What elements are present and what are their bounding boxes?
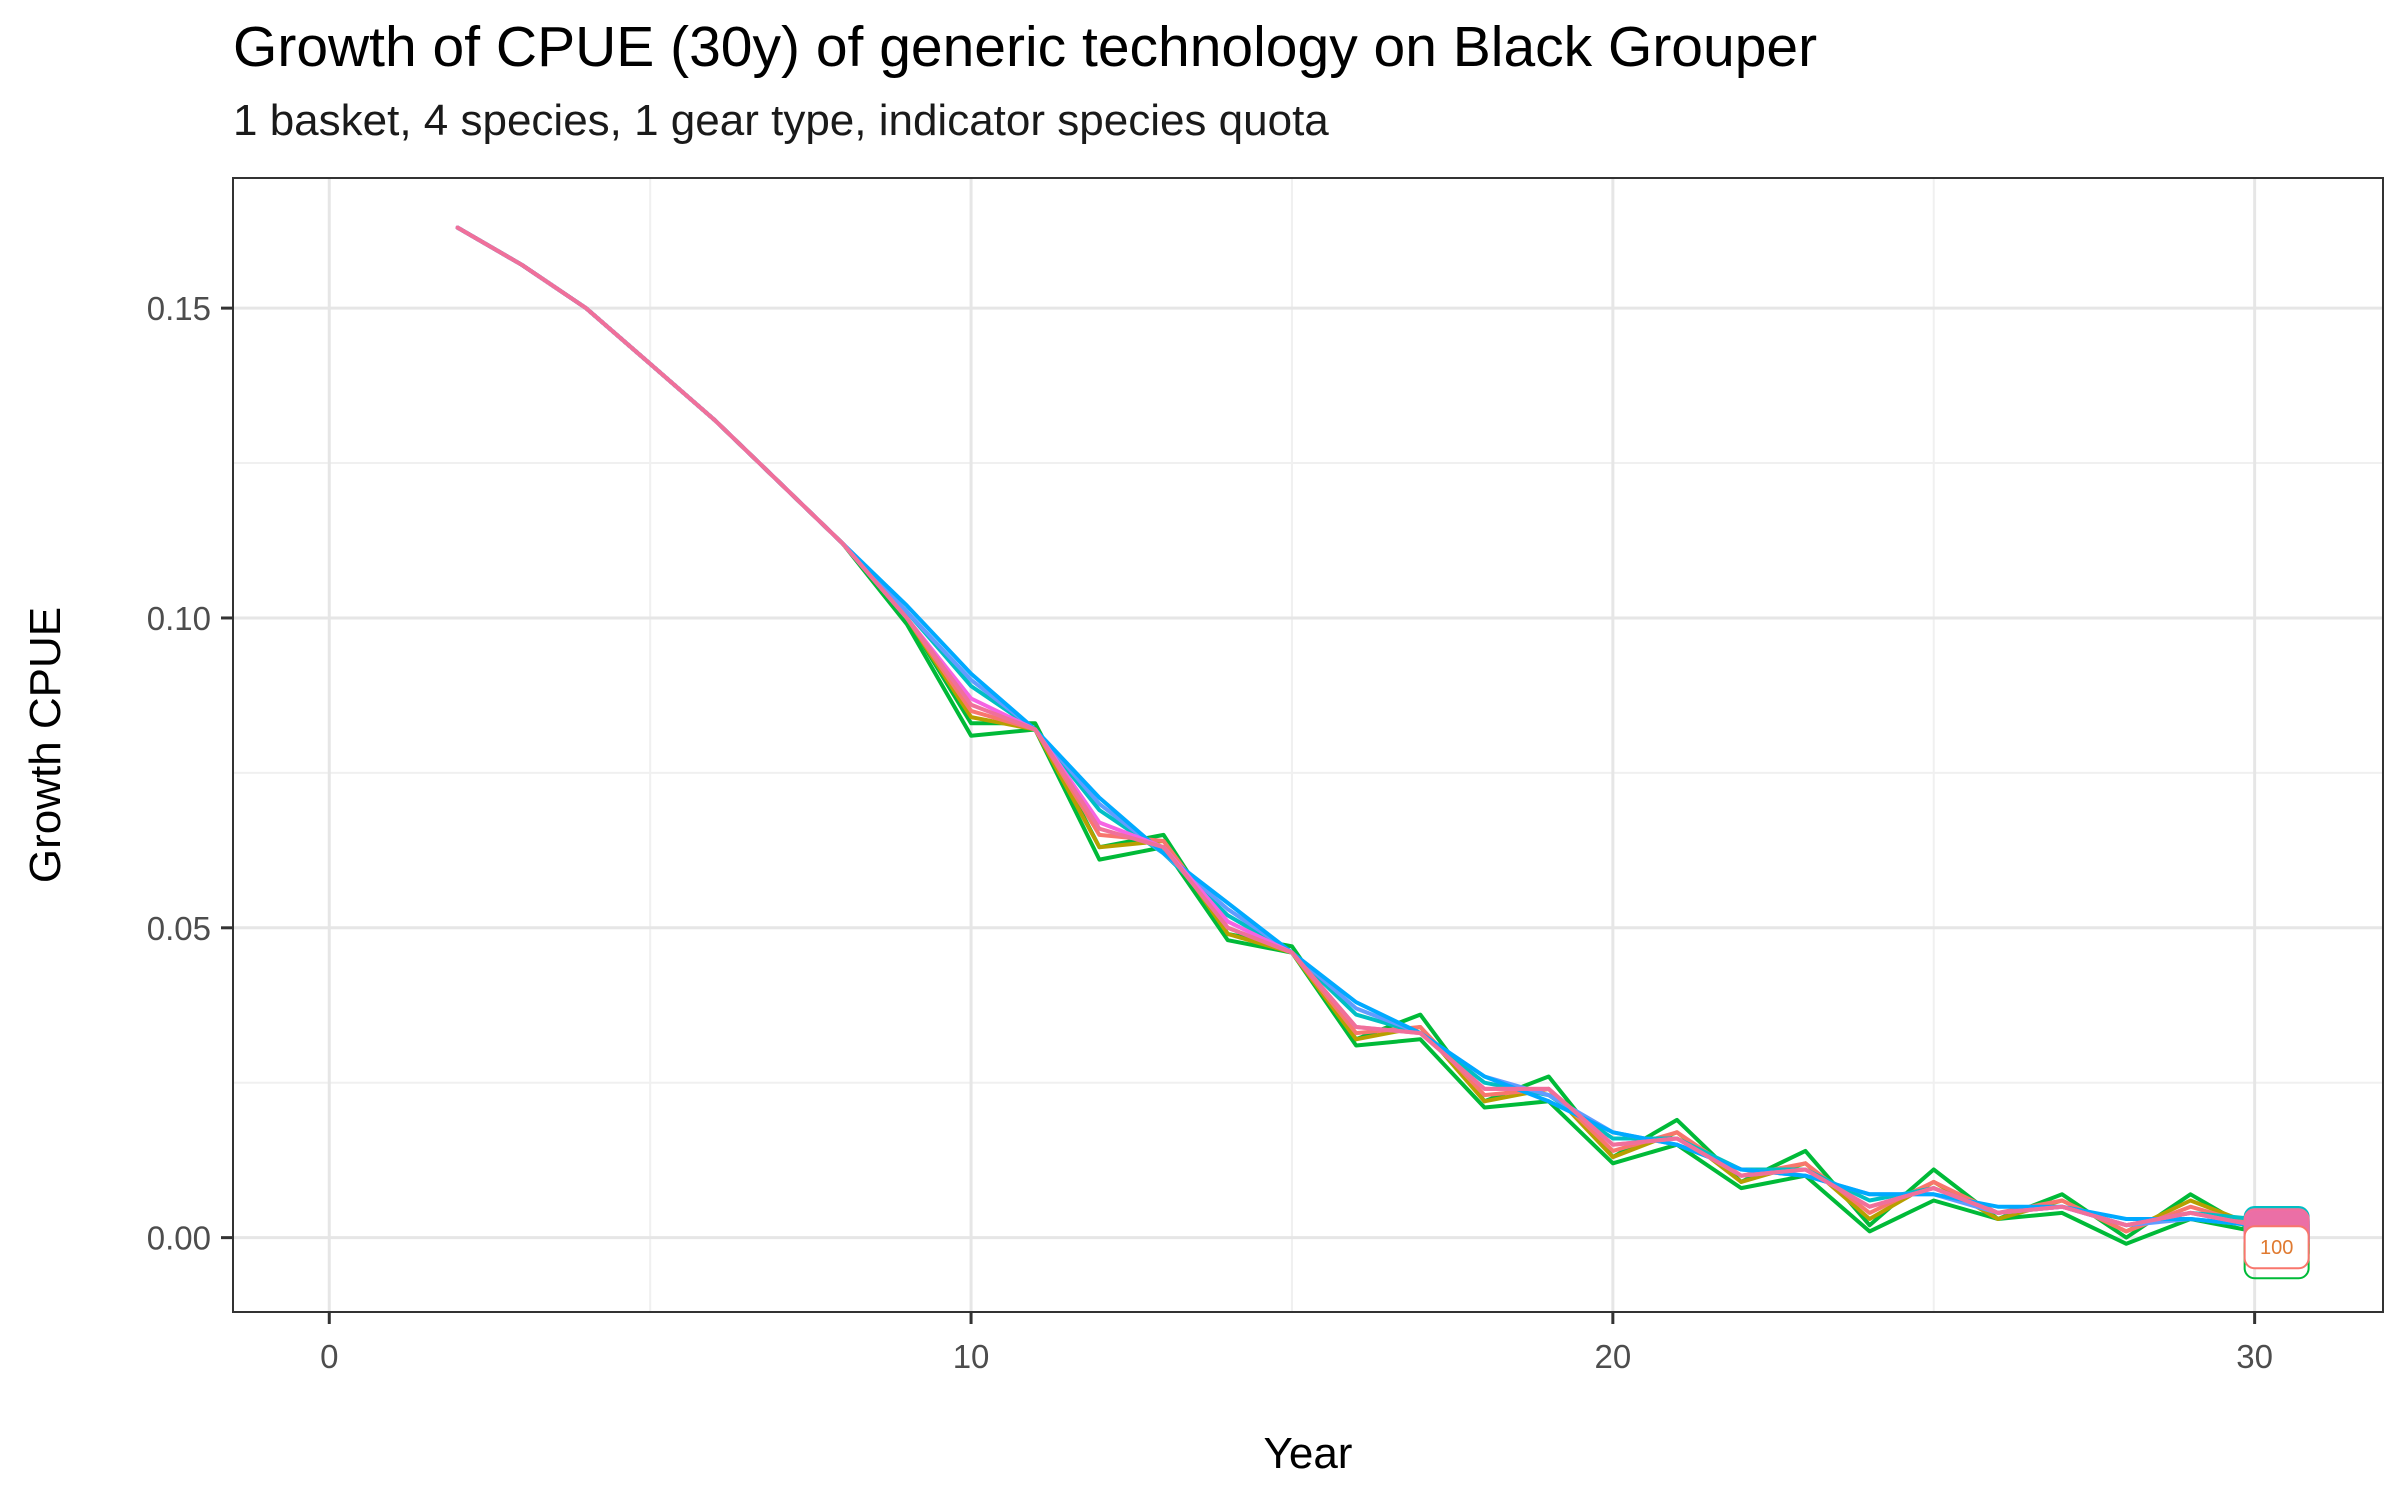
end-label-front <box>2243 1225 2310 1270</box>
x-tick-label: 0 <box>320 1338 338 1375</box>
series-line <box>455 225 2257 1228</box>
y-tick-label: 0.10 <box>147 600 211 637</box>
series-line <box>455 225 2257 1246</box>
series-line <box>455 225 2257 1234</box>
chart-title: Growth of CPUE (30y) of generic technolo… <box>233 15 1818 79</box>
grid-lines <box>233 178 2383 1312</box>
series-lines <box>455 225 2257 1246</box>
series-line <box>455 225 2257 1228</box>
series-line <box>455 225 2257 1228</box>
end-label-text: 100 <box>2260 1237 2293 1259</box>
y-tick-label: 0.05 <box>147 910 211 947</box>
axes: 0 10 20 30 0.00 0.05 0.10 0.15 <box>147 290 2273 1375</box>
end-labels: 100 <box>2243 1206 2310 1280</box>
y-tick-label: 0.15 <box>147 290 211 327</box>
x-tick-label: 20 <box>1594 1338 1631 1375</box>
plot-panel-border <box>232 177 2384 1313</box>
series-line <box>455 225 2257 1240</box>
x-tick-label: 10 <box>953 1338 990 1375</box>
x-axis-title: Year <box>1264 1429 1353 1478</box>
chart-subtitle: 1 basket, 4 species, 1 gear type, indica… <box>233 96 1329 145</box>
series-line <box>455 225 2257 1234</box>
series-line <box>455 225 2257 1228</box>
x-tick-label: 30 <box>2236 1338 2273 1375</box>
series-line <box>455 225 2257 1228</box>
y-axis-title: Growth CPUE <box>21 607 70 883</box>
y-tick-label: 0.00 <box>147 1220 211 1257</box>
